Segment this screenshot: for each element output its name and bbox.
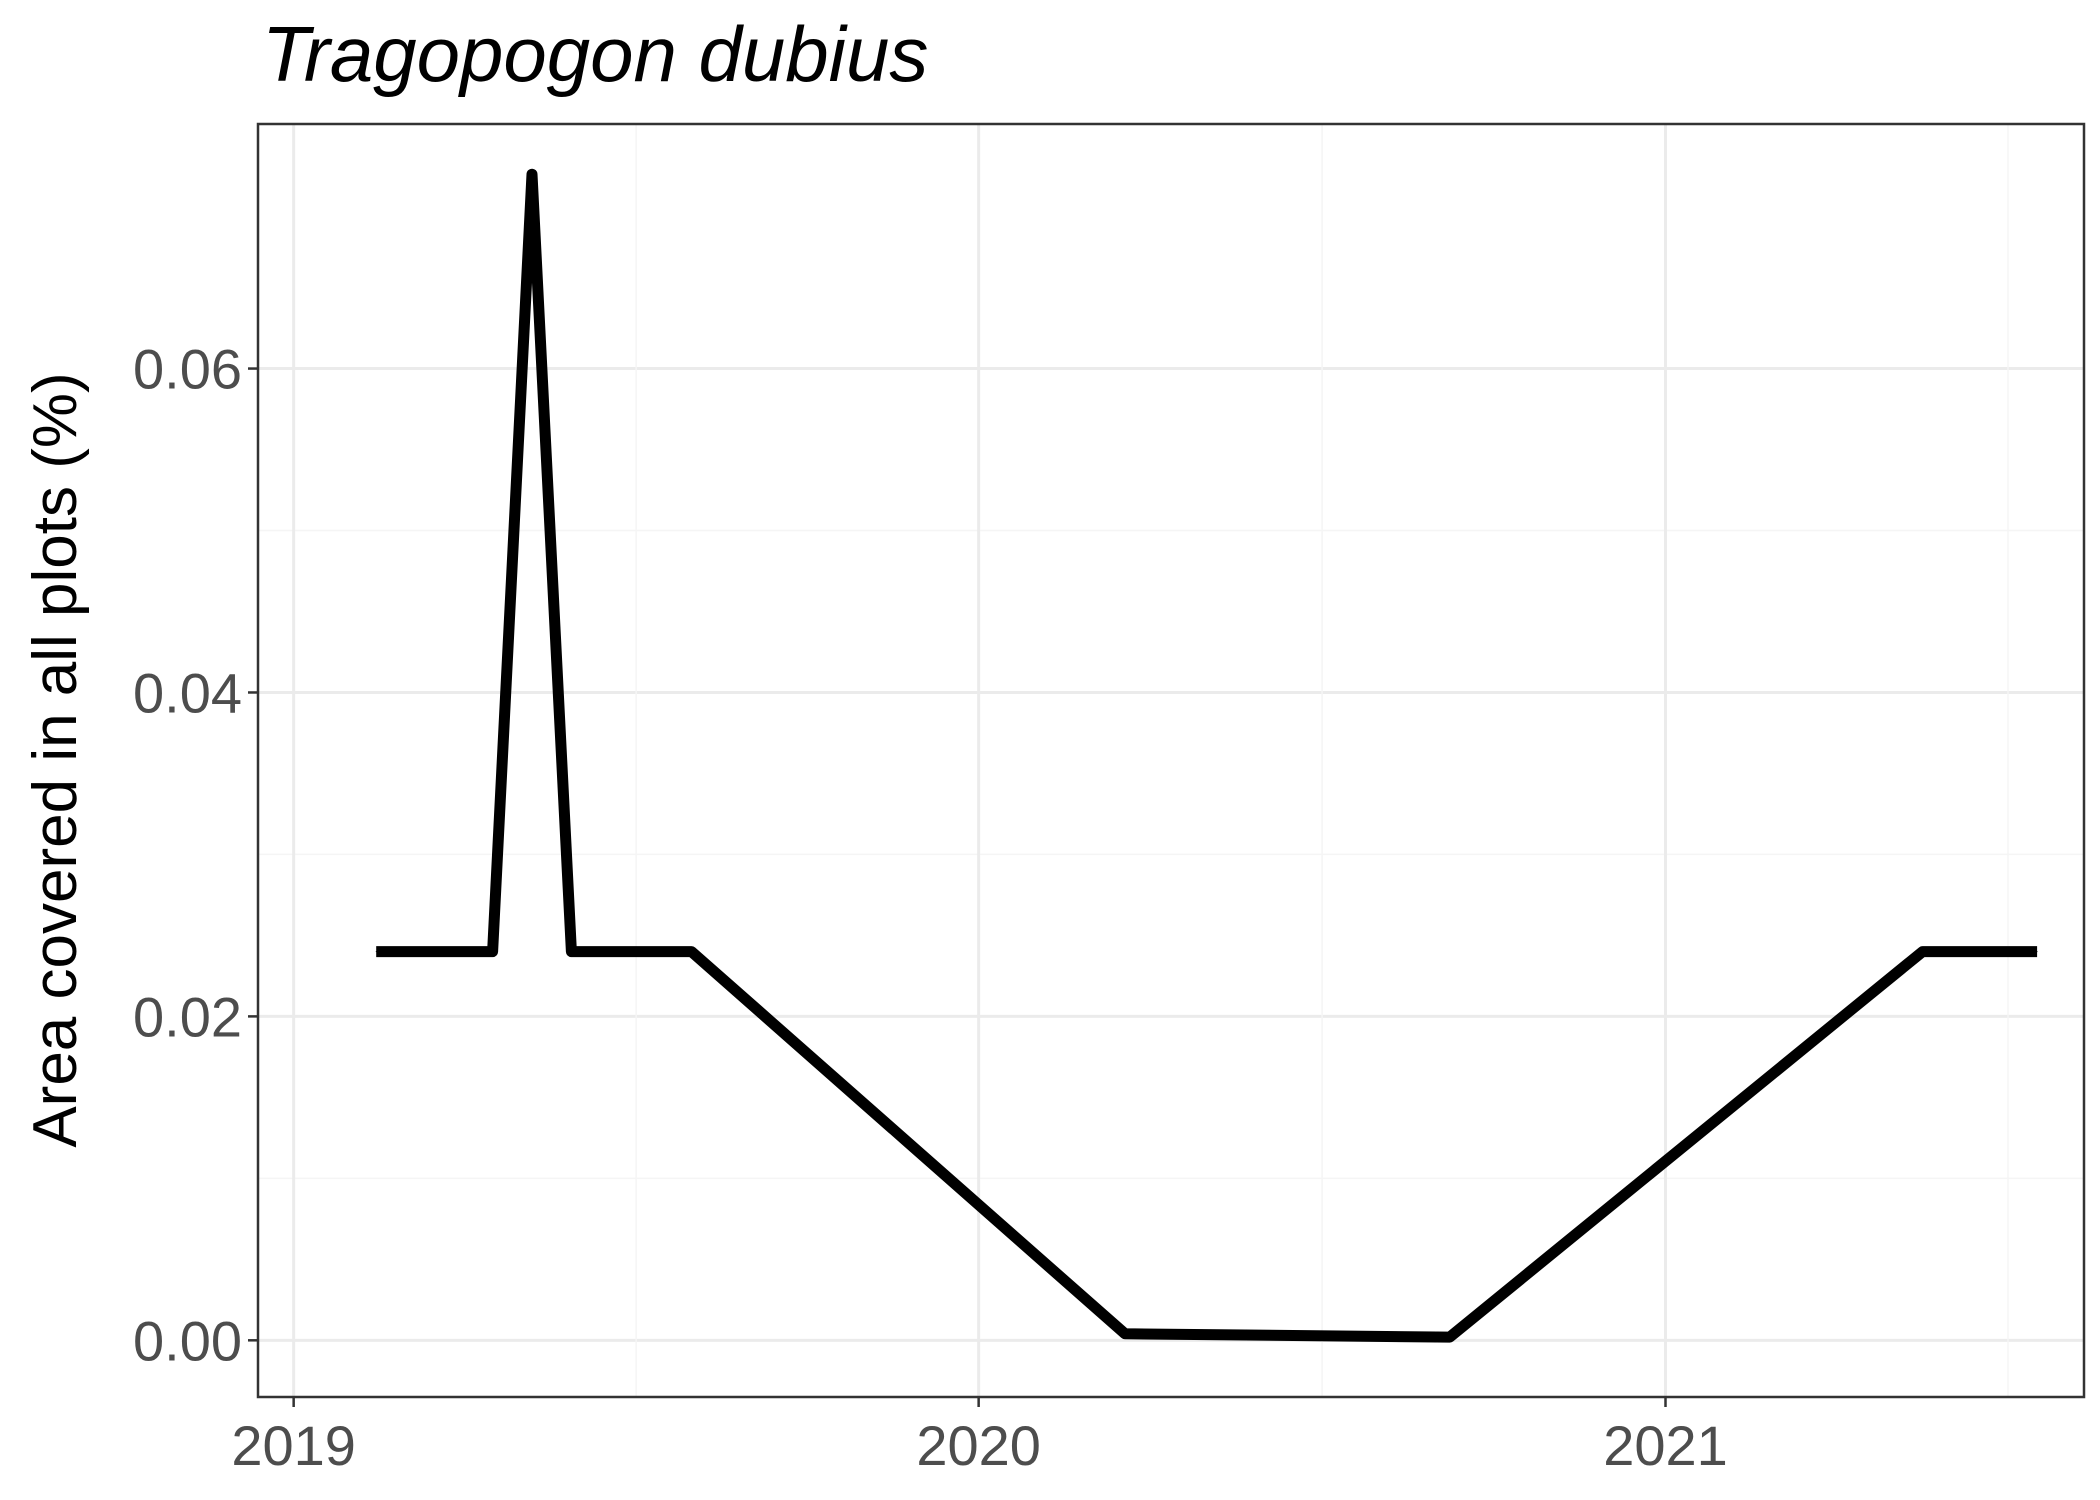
data-point: [492, 951, 494, 953]
chart-title: Tragopogon dubius: [262, 10, 928, 98]
x-tick-label: 2020: [916, 1414, 1041, 1477]
panel-border: [256, 122, 2086, 1399]
axes: 0.00 0.02 0.04 0.06 2019 2020 2021: [133, 338, 1728, 1477]
data-point: [2036, 951, 2038, 953]
y-tick-label: 0.04: [133, 661, 242, 724]
grid-lines: [258, 124, 2084, 1397]
data-point: [691, 951, 693, 953]
y-axis-title: Area covered in all plots (%): [21, 372, 90, 1147]
data-point: [1922, 951, 1924, 953]
x-tick-label: 2019: [231, 1414, 356, 1477]
data-point: [1124, 1333, 1126, 1335]
data-point: [375, 951, 377, 953]
y-tick-label: 0.02: [133, 985, 242, 1048]
data-point: [1449, 1336, 1451, 1338]
y-tick-label: 0.00: [133, 1309, 242, 1372]
data-point: [531, 173, 533, 175]
data-series: [375, 168, 2038, 1343]
x-tick-label: 2021: [1603, 1414, 1728, 1477]
y-tick-label: 0.06: [133, 338, 242, 401]
data-point: [570, 951, 572, 953]
series-line: [376, 168, 2038, 1343]
